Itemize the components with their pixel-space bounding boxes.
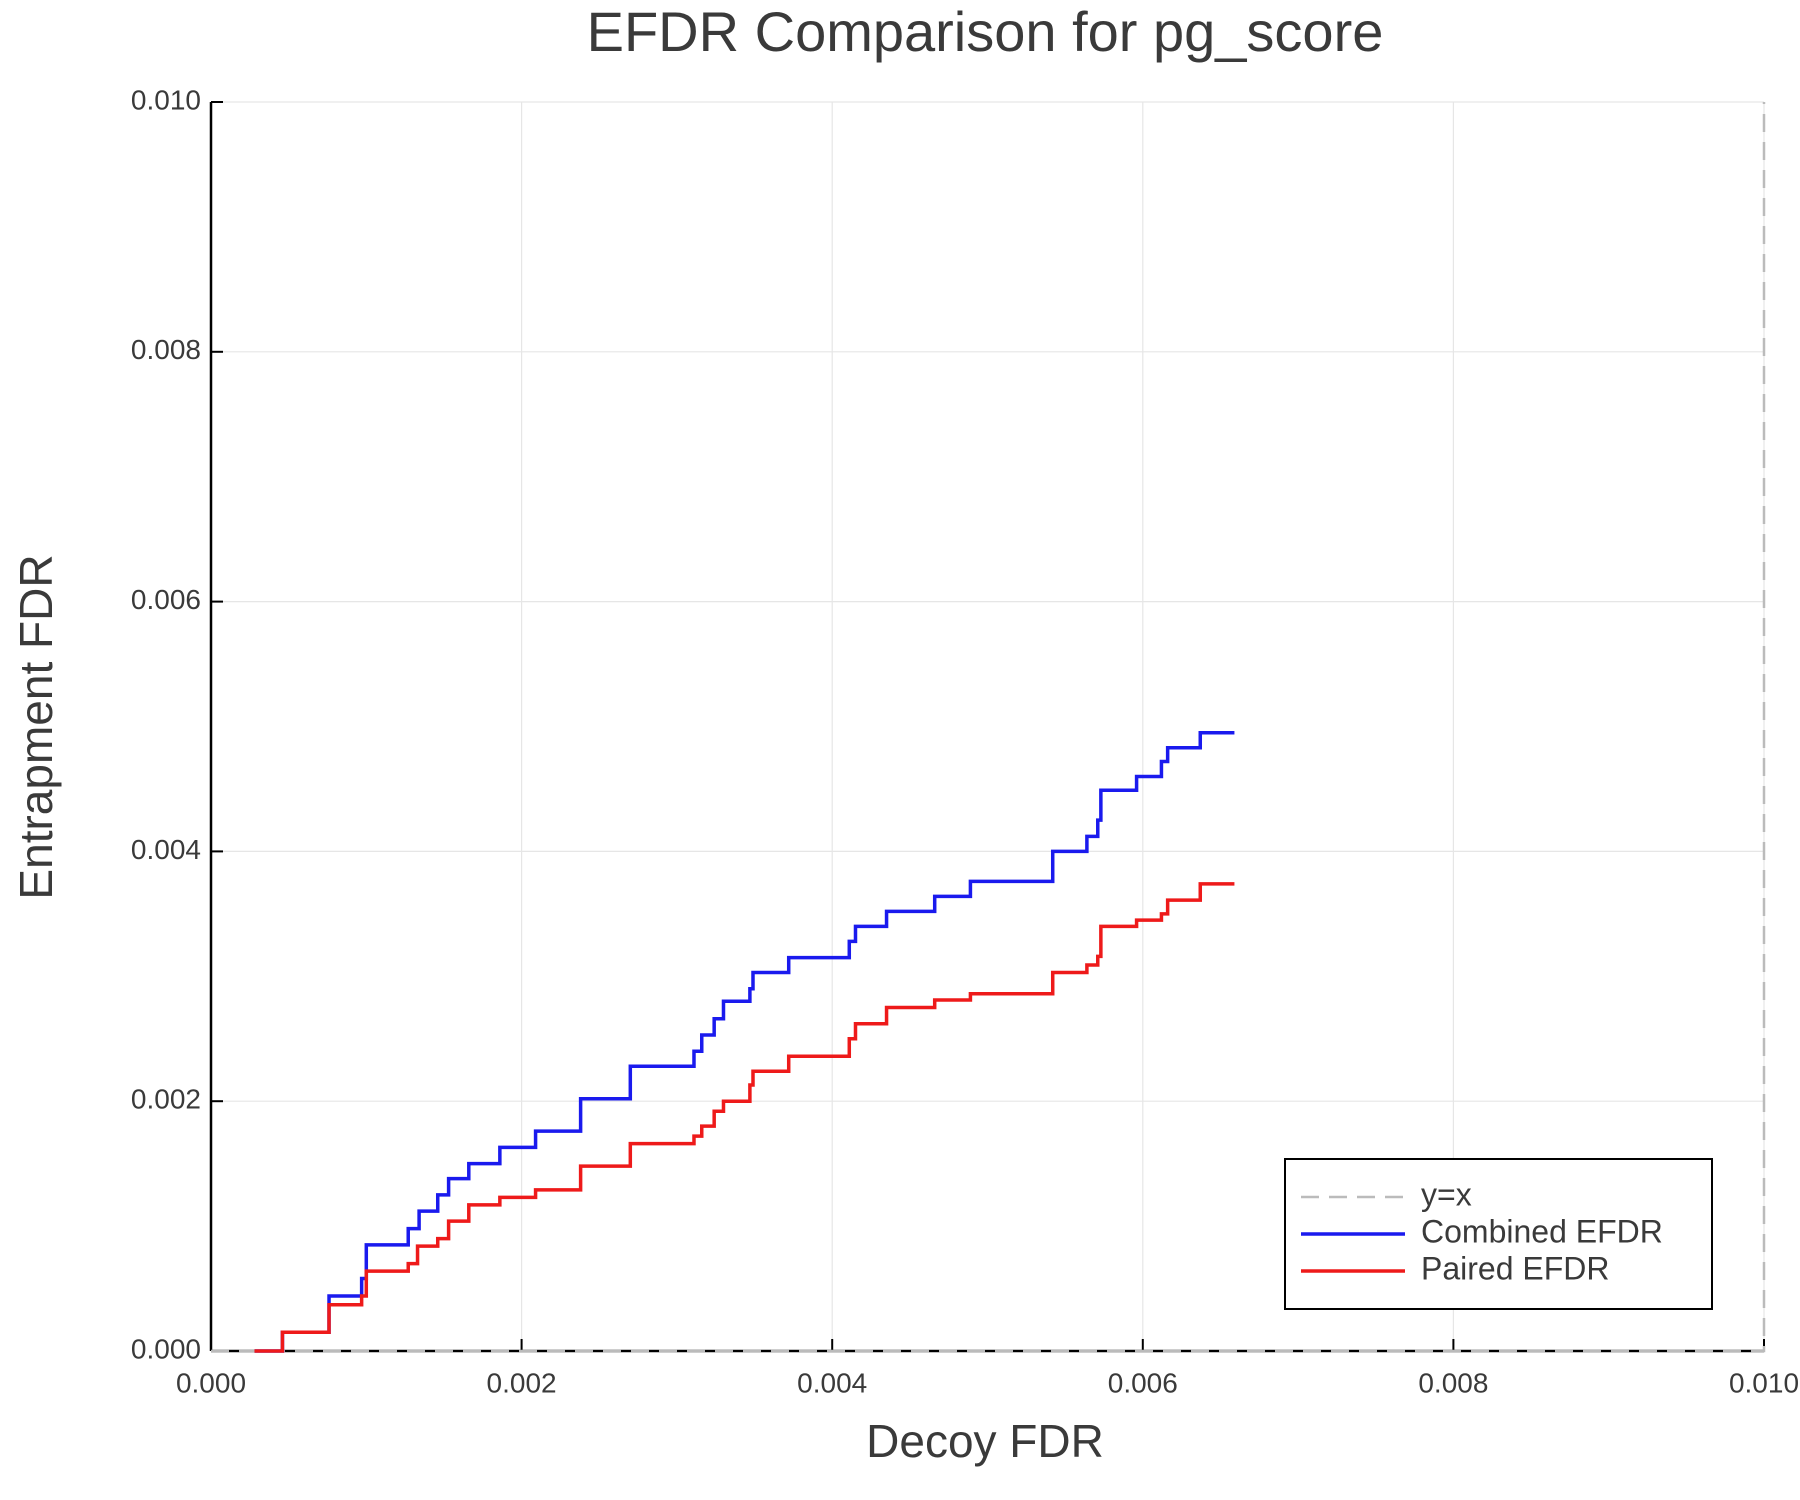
x-axis-label: Decoy FDR xyxy=(866,1415,1104,1467)
y-tick-label: 0.004 xyxy=(131,834,201,865)
x-tick-label: 0.004 xyxy=(797,1367,867,1398)
x-tick-label: 0.010 xyxy=(1729,1367,1799,1398)
y-tick-label: 0.000 xyxy=(131,1333,201,1364)
series-line xyxy=(254,730,1235,1353)
x-tick-label: 0.002 xyxy=(487,1367,557,1398)
y-tick-label: 0.008 xyxy=(131,334,201,365)
y-axis-label: Entrapment FDR xyxy=(10,554,62,899)
x-tick-label: 0.006 xyxy=(1108,1367,1178,1398)
series-line xyxy=(254,882,1235,1353)
y-tick-label: 0.002 xyxy=(131,1084,201,1115)
y-tick-label: 0.006 xyxy=(131,584,201,615)
legend-label: y=x xyxy=(1421,1176,1472,1212)
y-tick-label: 0.010 xyxy=(131,84,201,115)
series-line xyxy=(211,102,1766,1353)
legend-label: Paired EFDR xyxy=(1421,1250,1610,1286)
chart-title: EFDR Comparison for pg_score xyxy=(587,0,1384,63)
x-tick-label: 0.008 xyxy=(1418,1367,1488,1398)
legend-label: Combined EFDR xyxy=(1421,1213,1663,1249)
x-tick-label: 0.000 xyxy=(176,1367,246,1398)
